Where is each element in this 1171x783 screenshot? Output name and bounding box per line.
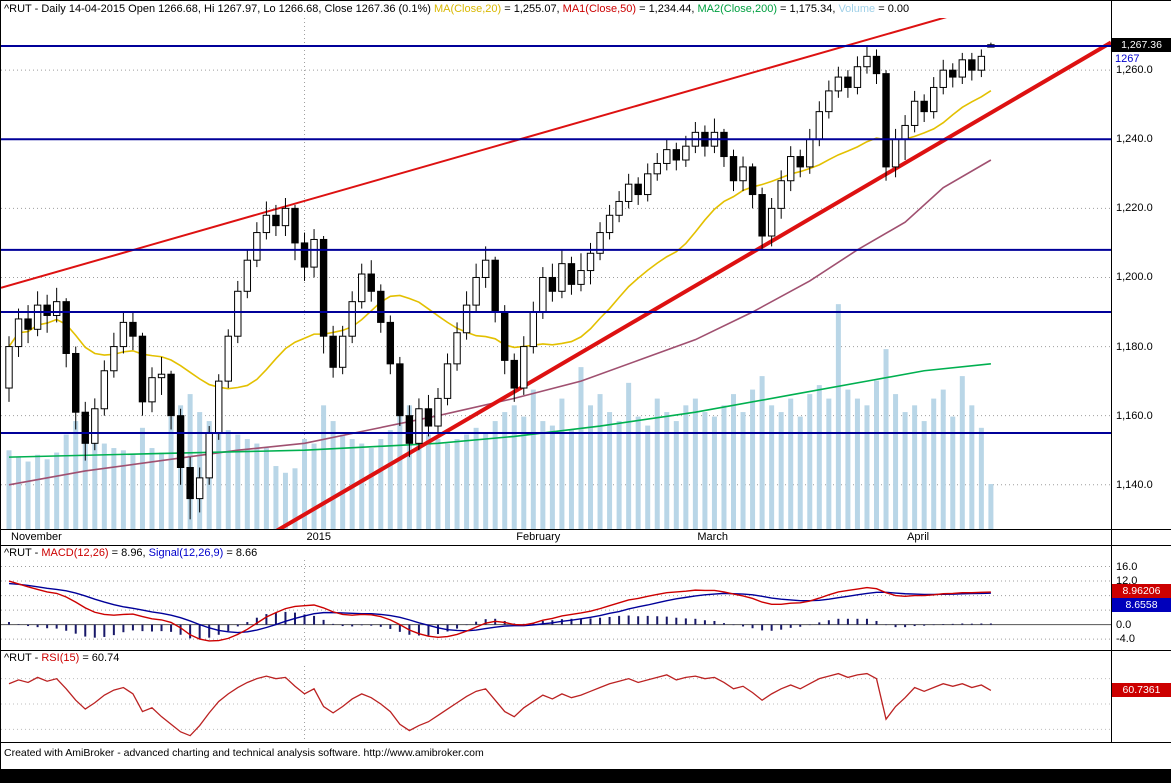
title-segment: ^RUT - Daily 14-04-2015 Open 1266.68, Hi…: [4, 3, 434, 15]
price-pane-title: ^RUT - Daily 14-04-2015 Open 1266.68, Hi…: [4, 3, 909, 17]
title-segment: ^RUT -: [4, 652, 42, 664]
x-axis-label: April: [907, 531, 930, 543]
axis-separator: [1111, 1, 1112, 743]
rsi-pane-title: ^RUT - RSI(15) = 60.74: [4, 652, 119, 666]
x-axis-label: March: [697, 531, 728, 543]
title-segment: = 1,234.44,: [636, 3, 698, 15]
value-axis-strip[interactable]: 1,260.0 1,240.0 1,220.0 1,200.0 1,180.0 1,160…: [1112, 1, 1171, 769]
bottom-black-strip: [1, 769, 1171, 782]
title-segment: = 60.74: [79, 652, 120, 664]
y-axis-label: -4.0: [1116, 633, 1135, 646]
title-segment: MA2(Close,200): [697, 3, 777, 15]
date-axis[interactable]: November 2015 February March April: [1, 530, 1111, 545]
rsi-chart-canvas[interactable]: [1, 666, 1111, 742]
last-value-badge-macd: 8.96206: [1112, 584, 1171, 598]
title-segment: MACD(12,26): [41, 547, 109, 559]
title-segment: = 8.96,: [108, 547, 149, 559]
footer-credit: Created with AmiBroker - advanced charti…: [4, 747, 484, 759]
title-segment: MA(Close,20): [433, 3, 502, 15]
macd-pane-title: ^RUT - MACD(12,26) = 8.96, Signal(12,26,…: [4, 547, 257, 561]
y-axis-label: 1,260.0: [1116, 64, 1153, 77]
title-segment: ^RUT -: [4, 547, 42, 559]
pane-separator: [1, 742, 1171, 743]
title-segment: RSI(15): [41, 652, 80, 664]
macd-chart-canvas[interactable]: [1, 560, 1111, 650]
title-segment: = 1,255.07,: [501, 3, 563, 15]
y-axis-label: 1,140.0: [1116, 478, 1153, 491]
y-axis-label: 1,240.0: [1116, 133, 1153, 146]
x-axis-label: November: [11, 531, 62, 543]
title-segment: Signal(12,26,9): [148, 547, 224, 559]
title-segment: = 1,175.34,: [776, 3, 839, 15]
y-axis-label: 1,180.0: [1116, 340, 1153, 353]
pane-separator: [1, 529, 1171, 530]
y-axis-label: 1,200.0: [1116, 271, 1153, 284]
title-segment: = 8.66: [223, 547, 258, 559]
y-axis-label: 16.0: [1116, 560, 1138, 573]
title-segment: MA1(Close,50): [562, 3, 637, 15]
y-axis-label: 0.0: [1116, 618, 1132, 631]
x-axis-label: 2015: [306, 531, 331, 543]
title-segment: = 0.00: [875, 3, 910, 15]
last-value-badge-price: 1,267.36: [1112, 38, 1171, 52]
y-axis-label: 1,220.0: [1116, 202, 1153, 215]
level-line-axis-label: 1267: [1115, 53, 1140, 65]
x-axis-label: February: [516, 531, 561, 543]
last-value-badge-rsi: 60.7361: [1112, 683, 1171, 697]
pane-separator: [1, 650, 1171, 651]
title-segment: Volume: [838, 3, 876, 15]
price-chart-canvas[interactable]: [1, 18, 1111, 529]
y-axis-label: 1,160.0: [1116, 409, 1153, 422]
last-value-badge-signal: 8.6558: [1112, 598, 1171, 612]
pane-separator: [1, 545, 1171, 546]
